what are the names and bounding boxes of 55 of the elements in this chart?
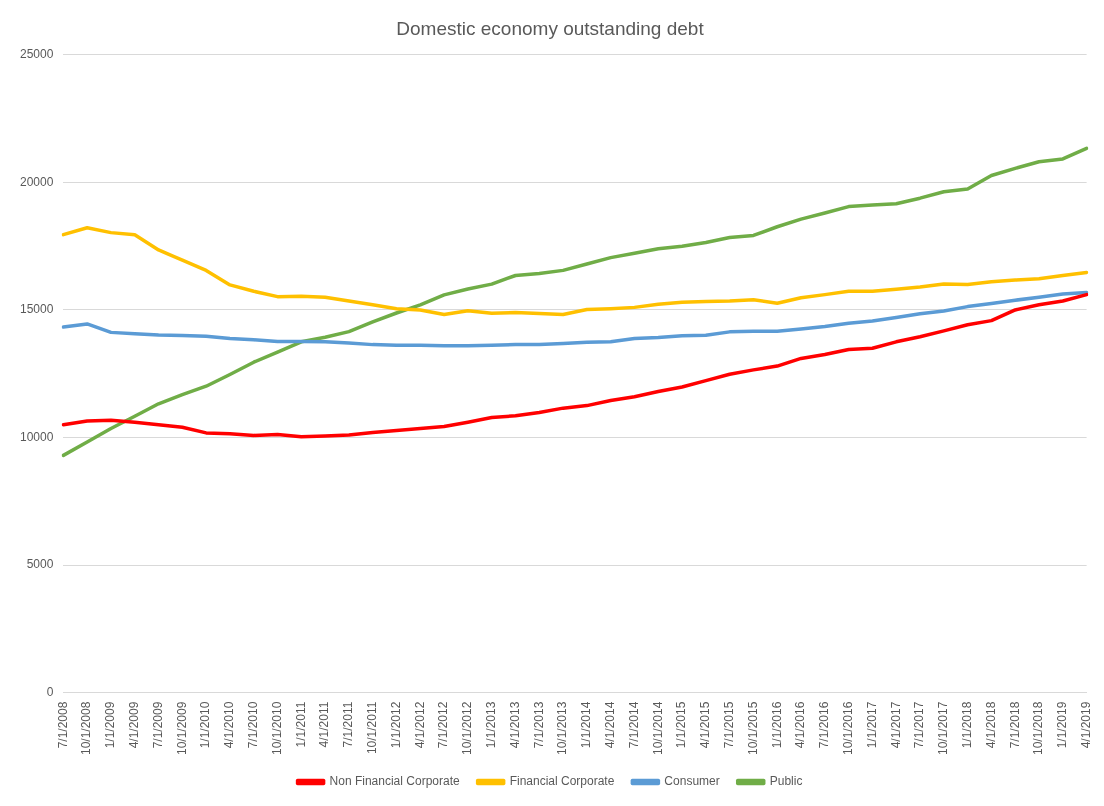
y-tick-label: 20000 bbox=[19, 174, 54, 189]
x-tick-label: 1/1/2009 bbox=[103, 701, 118, 749]
x-tick-label: 4/1/2019 bbox=[1078, 701, 1093, 749]
legend-label: Non Financial Corporate bbox=[329, 774, 460, 789]
x-tick-label: 4/1/2017 bbox=[888, 701, 903, 749]
x-tick-label: 4/1/2012 bbox=[412, 701, 427, 749]
x-tick-label: 7/1/2016 bbox=[817, 701, 832, 749]
x-tick-label: 7/1/2012 bbox=[436, 701, 451, 749]
x-tick-label: 7/1/2009 bbox=[150, 701, 165, 749]
x-tick-label: 1/1/2010 bbox=[198, 701, 213, 749]
y-tick-label: 15000 bbox=[19, 302, 54, 317]
x-tick-label: 1/1/2014 bbox=[579, 701, 594, 749]
chart-title: Domestic economy outstanding debt bbox=[396, 17, 705, 39]
x-tick-label: 7/1/2010 bbox=[246, 701, 261, 749]
x-tick-label: 7/1/2018 bbox=[1007, 701, 1022, 749]
x-tick-label: 10/1/2016 bbox=[840, 701, 855, 756]
x-tick-label: 4/1/2009 bbox=[127, 701, 142, 749]
x-tick-label: 4/1/2016 bbox=[793, 701, 808, 749]
legend-label: Financial Corporate bbox=[509, 774, 615, 789]
x-tick-label: 10/1/2009 bbox=[174, 701, 189, 756]
x-tick-label: 1/1/2012 bbox=[388, 701, 403, 749]
x-tick-label: 7/1/2011 bbox=[341, 701, 356, 748]
x-tick-label: 4/1/2018 bbox=[983, 701, 998, 749]
x-tick-label: 10/1/2011 bbox=[365, 701, 380, 755]
x-tick-label: 10/1/2013 bbox=[555, 701, 570, 756]
legend-label: Consumer bbox=[664, 774, 720, 789]
legend-label: Public bbox=[769, 774, 803, 789]
x-tick-label: 7/1/2008 bbox=[55, 701, 70, 749]
x-tick-label: 1/1/2013 bbox=[484, 701, 499, 749]
x-tick-label: 10/1/2017 bbox=[936, 701, 951, 756]
x-tick-label: 10/1/2008 bbox=[79, 701, 94, 756]
x-tick-label: 4/1/2013 bbox=[507, 701, 522, 749]
x-tick-label: 7/1/2015 bbox=[721, 701, 736, 749]
x-tick-label: 1/1/2011 bbox=[293, 701, 308, 748]
x-tick-label: 4/1/2014 bbox=[602, 701, 617, 749]
x-tick-label: 4/1/2015 bbox=[698, 701, 713, 749]
y-tick-label: 25000 bbox=[19, 47, 54, 62]
x-tick-label: 7/1/2017 bbox=[912, 701, 927, 749]
x-tick-label: 1/1/2016 bbox=[769, 701, 784, 749]
x-tick-label: 10/1/2018 bbox=[1031, 701, 1046, 756]
x-tick-label: 7/1/2014 bbox=[626, 701, 641, 749]
y-tick-label: 0 bbox=[46, 684, 54, 699]
x-tick-label: 1/1/2019 bbox=[1055, 701, 1070, 749]
x-tick-label: 1/1/2015 bbox=[674, 701, 689, 749]
x-tick-label: 4/1/2011 bbox=[317, 701, 332, 748]
x-tick-label: 10/1/2015 bbox=[745, 701, 760, 756]
y-tick-label: 10000 bbox=[19, 429, 54, 444]
x-tick-label: 4/1/2010 bbox=[222, 701, 237, 749]
x-tick-label: 10/1/2014 bbox=[650, 701, 665, 756]
x-tick-label: 1/1/2017 bbox=[864, 701, 879, 749]
x-tick-label: 10/1/2010 bbox=[269, 701, 284, 756]
x-tick-label: 7/1/2013 bbox=[531, 701, 546, 749]
y-tick-label: 5000 bbox=[26, 557, 54, 572]
x-tick-label: 10/1/2012 bbox=[460, 701, 475, 756]
x-tick-label: 1/1/2018 bbox=[959, 701, 974, 749]
